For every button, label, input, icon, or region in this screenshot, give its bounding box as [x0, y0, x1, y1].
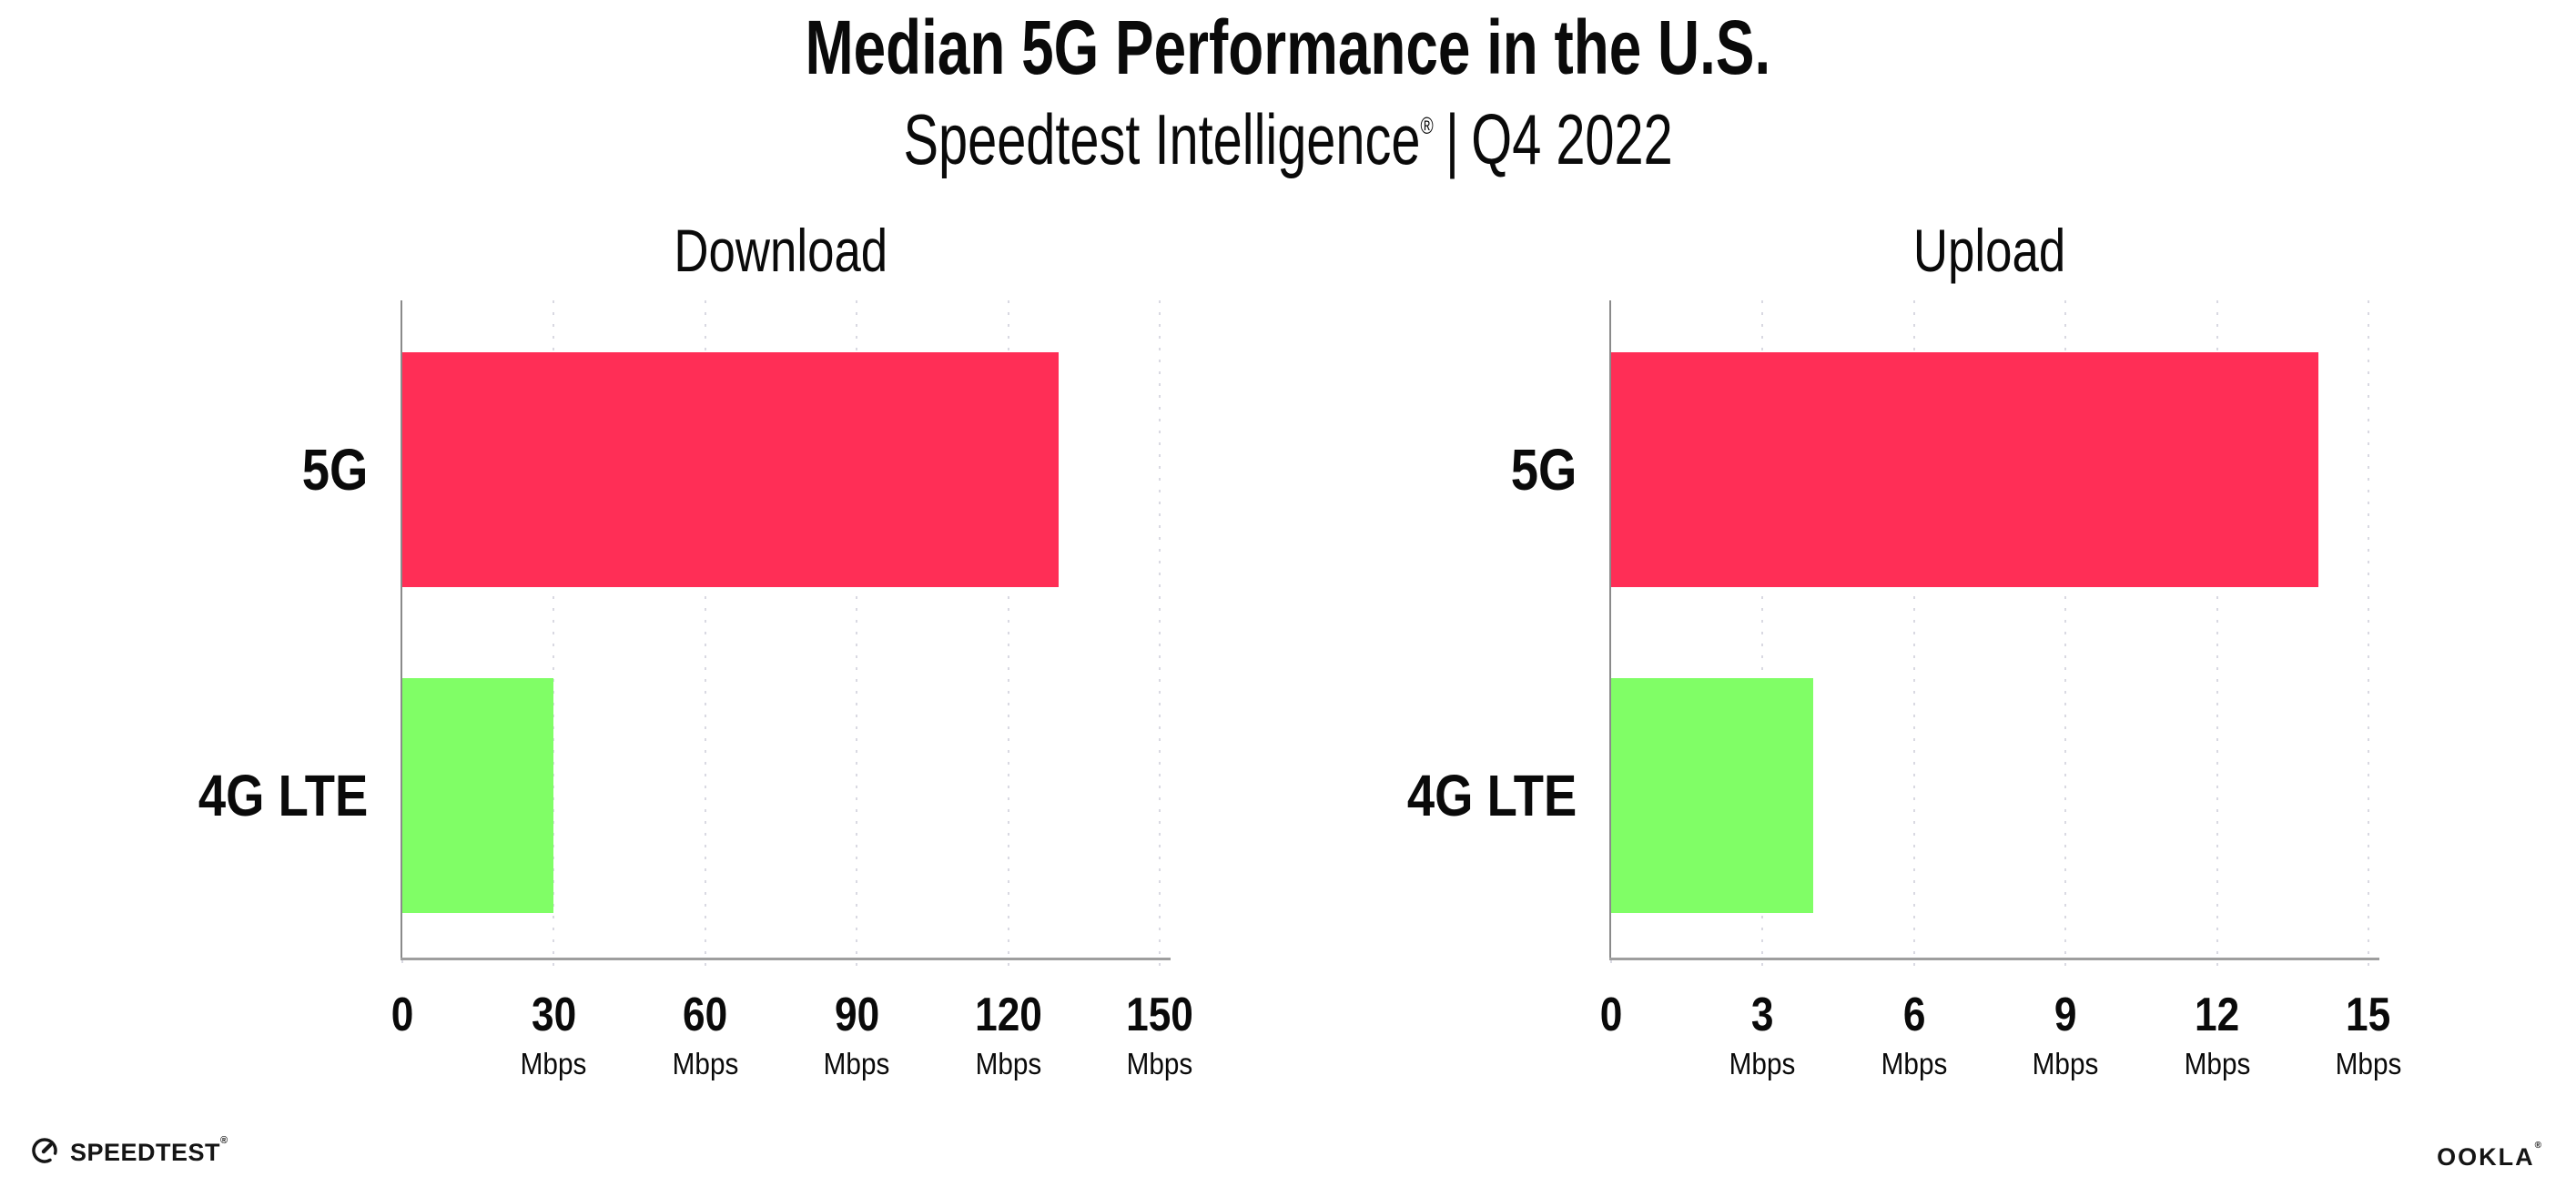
ookla-logo: OOKLA®	[2437, 1141, 2543, 1172]
x-tick-unit: Mbps	[521, 1047, 587, 1080]
speedtest-gauge-icon	[30, 1136, 59, 1170]
x-tick-0: 0	[390, 990, 416, 1040]
upload-plot-area	[1609, 300, 2379, 969]
x-tick-0: 0	[1598, 990, 1625, 1040]
x-tick-unit: Mbps	[1881, 1047, 1948, 1080]
x-tick-unit: Mbps	[2335, 1047, 2402, 1080]
gridline-12	[2216, 300, 2218, 969]
category-label-5g: 5G	[1510, 437, 1577, 503]
subtitle-brand: Speedtest Intelligence	[903, 99, 1421, 179]
upload-bar-4g-lte	[1611, 678, 1813, 913]
x-tick-value: 15	[2346, 989, 2391, 1041]
gridline-90	[856, 300, 858, 969]
x-tick-value: 90	[834, 989, 879, 1041]
x-tick-value: 150	[1126, 989, 1193, 1041]
page-title-text: Median 5G Performance in the U.S.	[805, 5, 1771, 90]
download-plot-area	[401, 300, 1171, 969]
category-label-4g-lte: 4G LTE	[198, 762, 368, 828]
upload-chart: Upload 5G 4G LTE 0 3 Mbps 6 Mbps 9 Mbps 12 Mbps 1…	[1407, 220, 2402, 1080]
subtitle-separator: |	[1445, 99, 1459, 179]
gridline-0	[401, 960, 403, 969]
x-tick-120: 120 Mbps	[969, 990, 1048, 1080]
x-tick-unit: Mbps	[823, 1047, 890, 1080]
x-tick-value: 6	[1902, 989, 1926, 1041]
x-tick-unit: Mbps	[1126, 1047, 1193, 1080]
x-tick-unit: Mbps	[1729, 1047, 1796, 1080]
x-tick-unit: Mbps	[2184, 1047, 2250, 1080]
subtitle-period: Q4 2022	[1471, 99, 1673, 179]
download-chart: Download 5G 4G LTE 0 30 Mbps 60 Mbps 90 Mbps 12…	[198, 220, 1193, 1080]
x-tick-150: 150 Mbps	[1121, 990, 1200, 1080]
ookla-trademark-symbol: ®	[2534, 1141, 2543, 1151]
x-tick-60: 60 Mbps	[668, 990, 742, 1080]
x-tick-value: 0	[1599, 989, 1623, 1041]
x-tick-unit: Mbps	[672, 1047, 739, 1080]
x-tick-15: 15 Mbps	[2332, 990, 2406, 1080]
x-tick-value: 3	[1751, 989, 1774, 1041]
x-tick-30: 30 Mbps	[517, 990, 591, 1080]
upload-bar-5g	[1611, 352, 2318, 587]
x-tick-12: 12 Mbps	[2180, 990, 2254, 1080]
gridline-60	[704, 300, 706, 969]
x-tick-value: 12	[2195, 989, 2240, 1041]
x-tick-unit: Mbps	[975, 1047, 1041, 1080]
x-tick-unit: Mbps	[2032, 1047, 2099, 1080]
gridline-120	[1007, 300, 1009, 969]
x-axis-line	[401, 958, 1171, 960]
gridline-9	[2064, 300, 2067, 969]
registered-trademark-symbol: ®	[1420, 112, 1434, 139]
gridline-0	[1610, 960, 1612, 969]
speedtest-logo: SPEEDTEST®	[30, 1135, 228, 1170]
x-tick-value: 60	[683, 989, 728, 1041]
x-tick-3: 3 Mbps	[1726, 990, 1800, 1080]
gridline-30	[553, 300, 555, 969]
gridline-3	[1761, 300, 1764, 969]
x-tick-90: 90 Mbps	[820, 990, 894, 1080]
y-axis-line	[401, 300, 402, 958]
page-title: Median 5G Performance in the U.S.	[0, 5, 2576, 89]
x-axis-line	[1609, 958, 2379, 960]
download-chart-title: Download	[674, 217, 888, 284]
upload-chart-title: Upload	[1913, 217, 2066, 284]
download-bar-4g-lte	[402, 678, 554, 913]
page-subtitle: Speedtest Intelligence® | Q4 2022	[0, 87, 2576, 183]
gridline-150	[1159, 300, 1161, 969]
x-tick-value: 120	[974, 989, 1042, 1041]
download-bar-5g	[402, 352, 1060, 587]
speedtest-trademark-symbol: ®	[220, 1135, 228, 1146]
x-tick-value: 9	[2054, 989, 2077, 1041]
category-label-4g-lte: 4G LTE	[1406, 762, 1577, 828]
ookla-wordmark: OOKLA	[2437, 1143, 2535, 1171]
x-tick-value: 0	[390, 989, 414, 1041]
gridline-6	[1912, 300, 1915, 969]
gridline-15	[2368, 300, 2369, 969]
x-tick-9: 9 Mbps	[2029, 990, 2103, 1080]
x-tick-value: 30	[531, 989, 576, 1041]
category-label-5g: 5G	[301, 437, 368, 503]
speedtest-wordmark: SPEEDTEST®	[70, 1135, 228, 1166]
y-axis-line	[1609, 300, 1611, 958]
x-tick-6: 6 Mbps	[1877, 990, 1951, 1080]
